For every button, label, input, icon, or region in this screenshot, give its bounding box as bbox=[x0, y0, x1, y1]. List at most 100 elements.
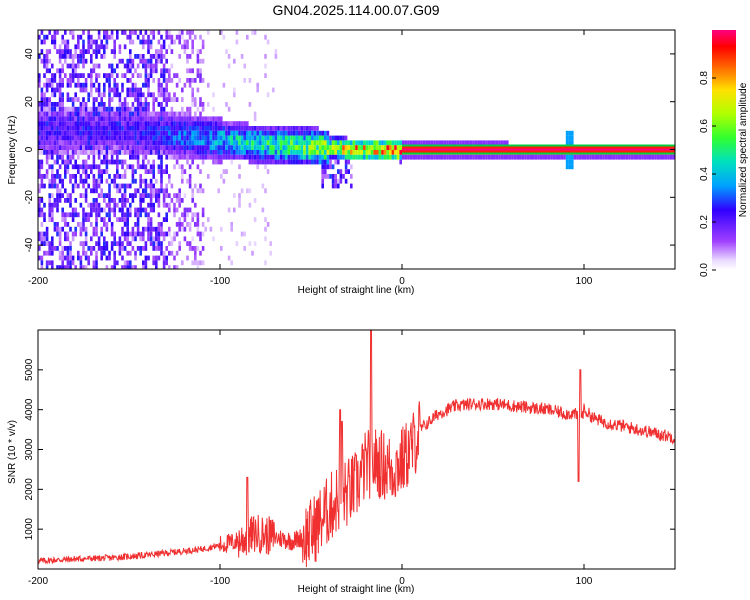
heat-cell bbox=[38, 135, 41, 141]
heat-cell bbox=[82, 159, 85, 165]
heat-cell bbox=[126, 92, 129, 98]
heat-cell bbox=[196, 68, 200, 74]
heat-cell bbox=[144, 255, 148, 261]
heat-cell bbox=[157, 39, 161, 45]
heat-cell bbox=[308, 126, 311, 131]
heat-cell bbox=[121, 87, 124, 93]
heat-cell bbox=[209, 126, 213, 131]
heat-cell bbox=[500, 140, 504, 146]
heat-cell bbox=[58, 140, 62, 146]
heat-cell bbox=[144, 265, 148, 269]
heat-cell bbox=[199, 169, 202, 174]
heat-cell bbox=[565, 164, 569, 170]
heat-cell bbox=[43, 82, 46, 88]
heat-cell bbox=[178, 222, 181, 227]
heat-cell bbox=[155, 150, 158, 155]
heat-cell bbox=[69, 241, 72, 246]
heat-cell bbox=[58, 241, 62, 246]
heat-cell bbox=[259, 126, 262, 131]
heat-cell bbox=[105, 150, 109, 155]
heat-cell bbox=[118, 102, 122, 107]
heat-cell bbox=[103, 145, 106, 150]
heat-cell bbox=[40, 178, 44, 184]
heat-cell bbox=[152, 246, 155, 251]
heat-cell bbox=[116, 154, 119, 160]
heat-cell bbox=[48, 198, 51, 203]
heat-cell bbox=[121, 202, 124, 208]
heat-cell bbox=[105, 116, 109, 122]
heat-cell bbox=[38, 145, 41, 150]
heat-cell bbox=[612, 154, 616, 160]
heat-cell bbox=[238, 126, 241, 131]
heat-cell bbox=[157, 82, 161, 88]
heat-cell bbox=[334, 159, 337, 165]
heat-cell bbox=[155, 246, 158, 251]
heat-cell bbox=[181, 34, 184, 40]
heat-cell bbox=[537, 154, 540, 160]
heat-cell bbox=[183, 212, 187, 218]
heat-cell bbox=[53, 183, 57, 189]
heat-cell bbox=[118, 174, 122, 179]
heat-cell bbox=[123, 130, 127, 136]
heat-cell bbox=[43, 63, 46, 69]
heat-cell bbox=[56, 193, 59, 198]
heat-cell bbox=[58, 106, 62, 112]
heat-cell bbox=[313, 135, 317, 141]
heat-cell bbox=[186, 30, 189, 35]
heat-cell bbox=[92, 207, 96, 213]
heat-cell bbox=[162, 44, 166, 50]
heat-cell bbox=[147, 44, 150, 50]
heat-cell bbox=[186, 116, 189, 122]
heat-cell bbox=[95, 97, 98, 102]
heat-cell bbox=[123, 188, 127, 194]
heat-cell bbox=[207, 30, 210, 35]
heat-cell bbox=[97, 145, 101, 150]
heat-cell bbox=[181, 198, 184, 203]
heat-cell bbox=[40, 49, 44, 54]
heat-cell bbox=[113, 150, 116, 155]
heat-cell bbox=[420, 154, 423, 160]
heat-cell bbox=[181, 97, 184, 102]
heat-cell bbox=[90, 34, 93, 40]
heat-cell bbox=[238, 164, 241, 170]
heat-cell bbox=[82, 217, 85, 222]
heat-cell bbox=[95, 255, 98, 261]
heat-cell bbox=[329, 145, 332, 150]
heat-cell bbox=[303, 159, 306, 165]
heat-cell bbox=[300, 130, 304, 136]
heat-cell bbox=[196, 150, 200, 155]
heat-cell bbox=[396, 140, 400, 146]
heat-cell bbox=[253, 241, 257, 246]
heat-cell bbox=[71, 231, 75, 237]
heat-cell bbox=[344, 169, 348, 174]
heat-cell bbox=[337, 154, 340, 160]
heat-cell bbox=[316, 154, 319, 160]
heat-cell bbox=[113, 39, 116, 45]
heat-cell bbox=[144, 183, 148, 189]
heat-cell bbox=[66, 54, 70, 59]
heat-cell bbox=[324, 174, 327, 179]
heat-cell bbox=[103, 150, 106, 155]
heat-cell bbox=[191, 150, 194, 155]
heat-cell bbox=[100, 130, 103, 136]
heat-cell bbox=[217, 145, 220, 150]
heat-cell bbox=[147, 92, 150, 98]
heat-cell bbox=[183, 44, 187, 50]
heat-cell bbox=[162, 63, 166, 69]
heat-cell bbox=[92, 126, 96, 131]
heat-cell bbox=[324, 164, 327, 170]
heat-cell bbox=[100, 106, 103, 112]
heat-cell bbox=[165, 140, 168, 146]
heat-cell bbox=[162, 68, 166, 74]
heat-cell bbox=[300, 135, 304, 141]
heat-cell bbox=[188, 116, 192, 122]
heat-cell bbox=[196, 231, 200, 237]
heat-cell bbox=[118, 246, 122, 251]
heat-cell bbox=[40, 183, 44, 189]
heat-cell bbox=[90, 44, 93, 50]
heat-cell bbox=[438, 140, 441, 146]
heat-cell bbox=[170, 198, 174, 203]
heat-cell bbox=[638, 154, 642, 160]
heat-cell bbox=[103, 87, 106, 93]
